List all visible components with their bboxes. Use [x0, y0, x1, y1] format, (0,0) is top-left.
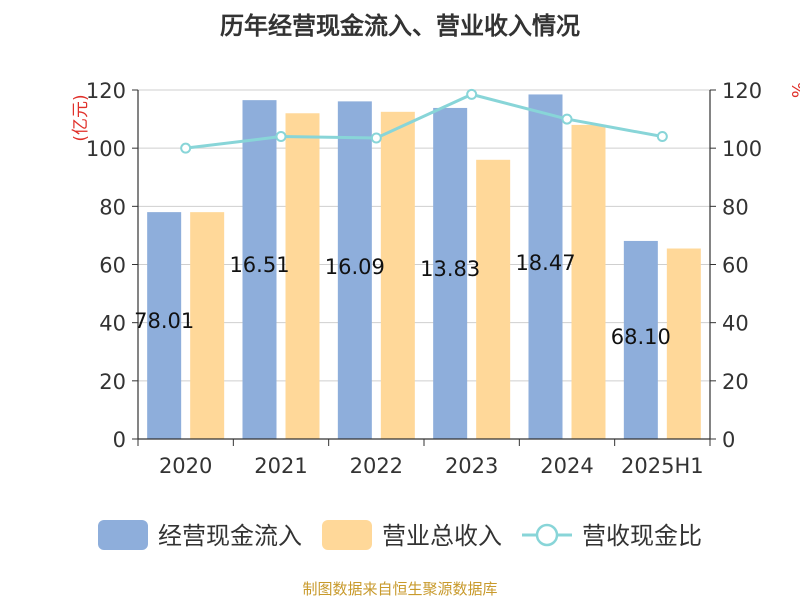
legend-item: 营收现金比 [522, 522, 702, 550]
data-label: 13.83 [420, 257, 480, 281]
x-tick-label: 2025H1 [621, 454, 704, 478]
line-series [180, 88, 668, 154]
bar-cash-inflow [528, 94, 563, 439]
line-point [561, 113, 573, 125]
right-tick-label: 0 [722, 428, 735, 452]
data-labels: 78.01 16.51 16.09 13.83 18.47 68.10 [134, 251, 671, 349]
legend-label: 营业总收入 [382, 522, 502, 550]
left-tick-label: 120 [86, 79, 126, 103]
bar-cash-inflow [337, 101, 372, 439]
left-tick-label: 100 [86, 137, 126, 161]
right-tick-label: 40 [722, 312, 749, 336]
legend-label: 经营现金流入 [158, 522, 302, 550]
left-tick-label: 0 [113, 428, 126, 452]
bar-revenue [380, 111, 415, 439]
line-cash-ratio [185, 92, 663, 150]
axes: 0 20 40 60 80 100 120 0 20 40 60 80 100 120 2020 2021 20… [71, 79, 800, 478]
data-label: 68.10 [611, 325, 671, 349]
grid-lines [138, 89, 710, 440]
line-point [656, 131, 668, 143]
left-axis-unit: (亿元) [71, 94, 91, 141]
x-tick-label: 2022 [350, 454, 403, 478]
right-tick-label: 80 [722, 195, 749, 219]
right-tick-label: 100 [722, 137, 762, 161]
chart-title: 历年经营现金流入、营业收入情况 [220, 12, 580, 40]
legend-swatch-revenue [322, 520, 372, 550]
bars [147, 94, 701, 440]
bar-cash-inflow [623, 240, 658, 439]
legend-marker [535, 523, 559, 547]
data-label: 16.51 [229, 253, 289, 277]
line-point [466, 88, 478, 100]
bar-revenue [190, 212, 225, 439]
data-label: 16.09 [325, 255, 385, 279]
data-label: 18.47 [515, 251, 575, 275]
right-tick-label: 120 [722, 79, 762, 103]
x-tick-label: 2020 [159, 454, 212, 478]
line-point [370, 132, 382, 144]
legend-item: 营业总收入 [322, 520, 502, 550]
right-tick-label: 60 [722, 254, 749, 278]
bar-cash-inflow [242, 100, 277, 439]
right-tick-label: 20 [722, 370, 749, 394]
line-point [180, 142, 192, 154]
right-axis-unit: % [787, 82, 800, 98]
x-tick-label: 2021 [254, 454, 307, 478]
x-tick-label: 2024 [540, 454, 593, 478]
bar-revenue [476, 159, 511, 440]
legend: 经营现金流入 营业总收入 营收现金比 [98, 520, 702, 550]
left-tick-label: 40 [99, 312, 126, 336]
bar-cash-inflow [147, 212, 182, 439]
legend-swatch-cash-inflow [98, 520, 148, 550]
line-point [275, 131, 287, 143]
data-label: 78.01 [134, 309, 194, 333]
x-tick-label: 2023 [445, 454, 498, 478]
bar-revenue [666, 248, 701, 439]
source-note: 制图数据来自恒生聚源数据库 [302, 580, 497, 598]
bar-revenue [285, 113, 320, 440]
legend-label: 营收现金比 [582, 522, 702, 550]
left-tick-label: 20 [99, 370, 126, 394]
legend-item: 经营现金流入 [98, 520, 302, 550]
left-tick-label: 80 [99, 195, 126, 219]
left-tick-label: 60 [99, 254, 126, 278]
bar-revenue [571, 124, 606, 440]
bar-cash-inflow [433, 107, 468, 439]
